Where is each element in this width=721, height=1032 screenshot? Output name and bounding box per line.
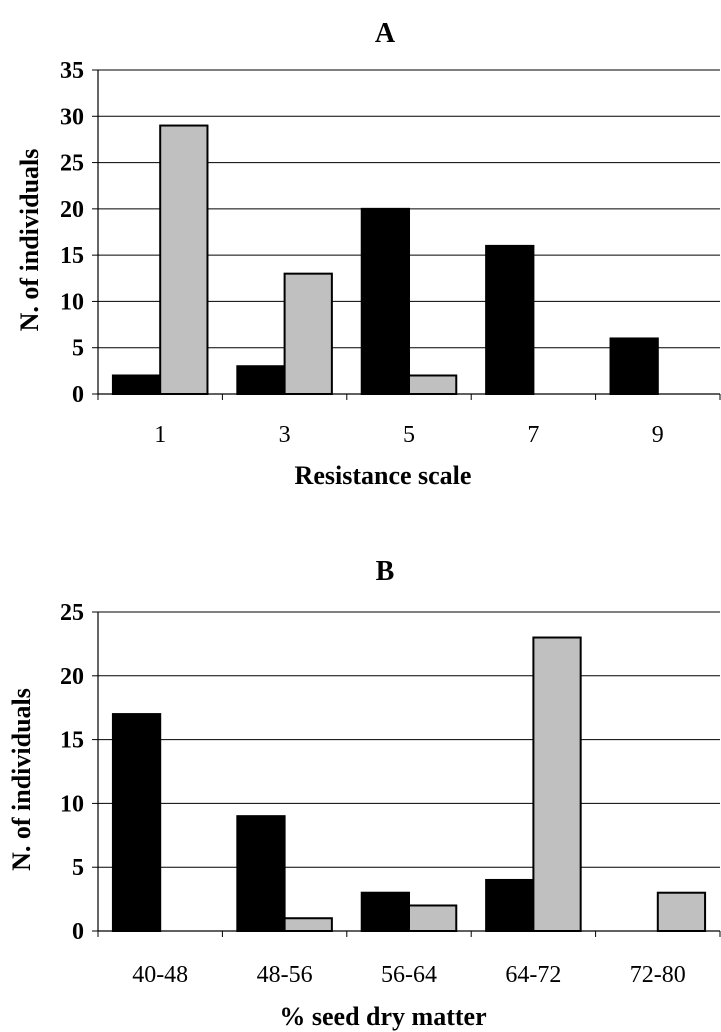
- y-tick-label: 35: [60, 58, 84, 84]
- bar-series1-7: [485, 244, 535, 395]
- y-tick-label: 25: [60, 600, 84, 626]
- bar-series2-64-72: [532, 636, 582, 933]
- y-axis-label: N. of individuals: [15, 149, 44, 332]
- bar-series1-56-64: [360, 891, 410, 932]
- bar-series2-48-56: [283, 917, 333, 932]
- bar-series1-48-56: [236, 815, 286, 932]
- y-tick-label: 20: [60, 197, 84, 223]
- x-tick-label: 48-56: [257, 962, 313, 988]
- bar-series1-3: [236, 365, 286, 396]
- bar-series1-5: [360, 207, 410, 395]
- y-tick-label: 5: [72, 336, 84, 362]
- x-tick-label: 7: [527, 422, 539, 448]
- x-tick-label: 40-48: [132, 962, 188, 988]
- bar-series2-72-80: [656, 891, 707, 932]
- bar-series2-3: [283, 272, 333, 395]
- y-axis-label: N. of individuals: [7, 688, 36, 871]
- chart-panel-b: 0 5 10 15 20 25 40-48 48-56 56-64 64-72 72-80 B % se…: [7, 556, 721, 1031]
- y-tick-label: 30: [60, 104, 84, 130]
- chart-title: A: [375, 18, 396, 49]
- y-tick-label: 10: [60, 289, 84, 315]
- x-tick-label: 9: [652, 422, 664, 448]
- x-tick-label: 56-64: [381, 962, 437, 988]
- x-tick-label: 5: [403, 422, 415, 448]
- x-tick-label: 1: [154, 422, 166, 448]
- y-tick-label: 25: [60, 151, 84, 177]
- y-tick-label: 15: [60, 728, 84, 754]
- y-tick-label: 0: [72, 919, 84, 945]
- y-tick-label: 15: [60, 243, 84, 269]
- y-tick-label: 10: [60, 791, 84, 817]
- y-tick-label: 0: [72, 382, 84, 408]
- x-tick-label: 3: [279, 422, 291, 448]
- bar-series2-5: [408, 374, 458, 396]
- bar-series1-9: [609, 337, 659, 396]
- bar-series2-1: [159, 124, 209, 396]
- x-axis-label: % seed dry matter: [279, 1002, 486, 1031]
- x-axis-label: Resistance scale: [295, 461, 472, 490]
- x-tick-label: 72-80: [630, 962, 686, 988]
- y-tick-label: 20: [60, 664, 84, 690]
- x-tick-label: 64-72: [505, 962, 561, 988]
- chart-title: B: [376, 556, 395, 587]
- bar-series1-40-48: [111, 713, 162, 933]
- bar-series1-64-72: [485, 878, 535, 933]
- y-tick-label: 5: [72, 855, 84, 881]
- bar-series2-56-64: [408, 904, 458, 932]
- bar-series1-1: [111, 374, 162, 396]
